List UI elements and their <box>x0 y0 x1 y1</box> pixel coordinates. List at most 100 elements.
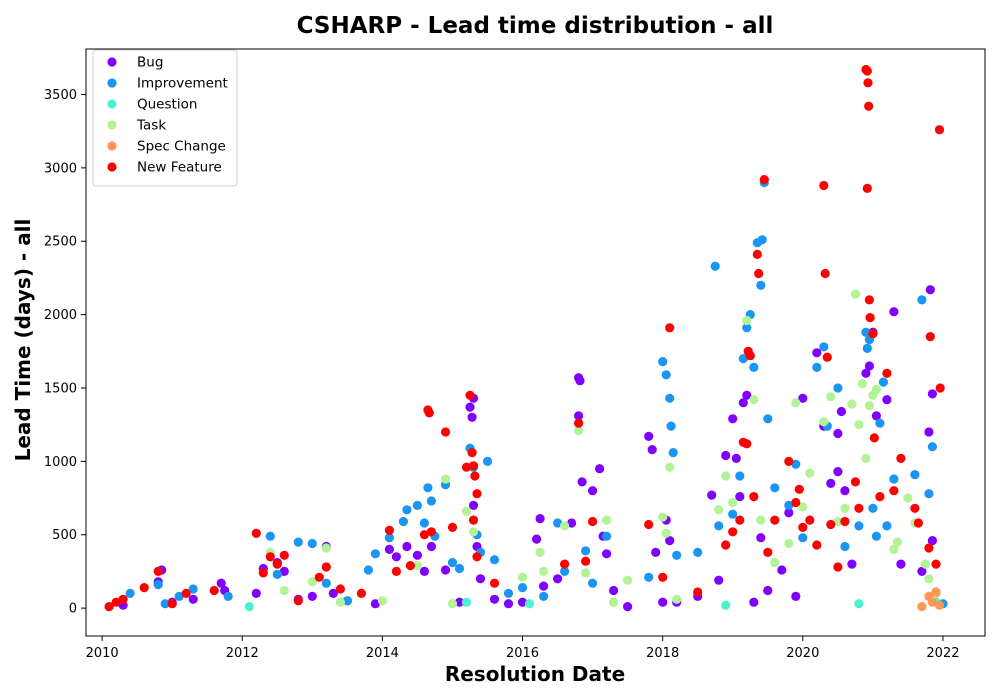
data-point <box>517 597 528 607</box>
data-point <box>447 599 458 609</box>
data-point <box>749 492 759 502</box>
data-point <box>574 411 584 421</box>
data-point <box>167 599 177 609</box>
data-point <box>934 125 945 135</box>
data-point <box>384 525 394 535</box>
data-point <box>924 489 934 499</box>
data-point <box>840 541 850 552</box>
data-point <box>535 514 545 524</box>
y-tick-label: 1500 <box>44 381 77 396</box>
data-point <box>384 533 394 543</box>
data-point <box>735 515 745 525</box>
data-point <box>854 521 864 531</box>
data-point <box>461 506 472 516</box>
data-point <box>862 343 872 353</box>
data-point <box>875 492 885 502</box>
y-tick-label: 1000 <box>44 455 77 470</box>
data-point <box>896 453 906 463</box>
data-point <box>539 591 549 602</box>
data-point <box>244 602 254 612</box>
data-point <box>889 544 899 555</box>
data-point <box>454 597 465 607</box>
data-point <box>931 587 941 597</box>
data-point <box>623 575 633 585</box>
data-point <box>770 483 780 493</box>
data-point <box>896 559 906 569</box>
data-point <box>875 418 885 428</box>
data-point <box>925 285 935 295</box>
data-point <box>467 448 477 458</box>
data-point <box>470 471 480 481</box>
data-point <box>424 408 434 418</box>
data-point <box>517 572 528 582</box>
data-point <box>749 395 759 405</box>
x-tick-label: 2014 <box>366 646 399 661</box>
data-point <box>721 450 731 461</box>
data-point <box>927 442 938 452</box>
data-point <box>714 505 724 515</box>
data-point <box>672 550 682 560</box>
data-point <box>426 496 436 506</box>
data-point <box>307 538 317 549</box>
x-tick-label: 2016 <box>506 646 539 661</box>
data-point <box>293 596 303 606</box>
data-point <box>567 518 577 528</box>
data-point <box>307 591 317 602</box>
data-point <box>419 530 429 540</box>
data-point <box>118 594 128 604</box>
legend-box <box>92 49 238 187</box>
data-point <box>658 597 668 607</box>
data-point <box>223 591 233 602</box>
data-point <box>756 515 766 525</box>
data-point <box>465 390 475 400</box>
data-point <box>461 462 472 472</box>
data-point <box>472 489 482 499</box>
data-point <box>882 521 892 531</box>
legend-label: Spec Change <box>137 139 226 155</box>
data-point <box>917 295 927 305</box>
data-point <box>854 420 864 430</box>
data-point <box>763 547 773 558</box>
x-axis: 2010 2012 2014 2016 2018 2020 2022 <box>86 636 960 661</box>
legend-item: New Feature <box>107 160 222 176</box>
data-point <box>868 329 878 339</box>
y-axis-title: Lead Time (days) - all <box>11 219 35 462</box>
data-point <box>535 547 545 558</box>
y-tick-label: 0 <box>69 602 77 617</box>
data-point <box>759 175 769 185</box>
data-point <box>475 574 486 584</box>
data-point <box>328 588 338 599</box>
y-tick-label: 500 <box>52 528 77 543</box>
data-point <box>791 497 801 508</box>
legend-marker <box>107 99 117 109</box>
data-point <box>661 528 671 538</box>
data-point <box>869 433 879 443</box>
data-point <box>293 537 303 547</box>
legend-label: Bug <box>137 55 163 71</box>
data-point <box>553 574 563 584</box>
data-point <box>721 540 731 550</box>
data-point <box>862 66 872 76</box>
data-point <box>181 588 191 599</box>
data-point <box>391 552 401 562</box>
x-tick-label: 2022 <box>926 646 959 661</box>
data-point <box>847 559 857 569</box>
data-point <box>836 406 847 417</box>
data-point <box>871 384 882 395</box>
x-tick-label: 2012 <box>226 646 259 661</box>
legend-marker <box>107 57 117 67</box>
data-point <box>272 559 282 569</box>
data-point <box>553 518 563 528</box>
data-point <box>609 597 619 607</box>
data-point <box>574 418 584 428</box>
legend-label: New Feature <box>137 160 222 176</box>
data-point <box>623 602 633 612</box>
data-point <box>840 486 850 496</box>
plot-frame <box>85 48 986 637</box>
data-point <box>440 427 451 437</box>
data-point <box>314 572 324 582</box>
data-point <box>833 516 843 527</box>
y-tick-label: 2500 <box>44 235 77 250</box>
data-point <box>710 261 720 271</box>
data-point <box>693 587 703 597</box>
